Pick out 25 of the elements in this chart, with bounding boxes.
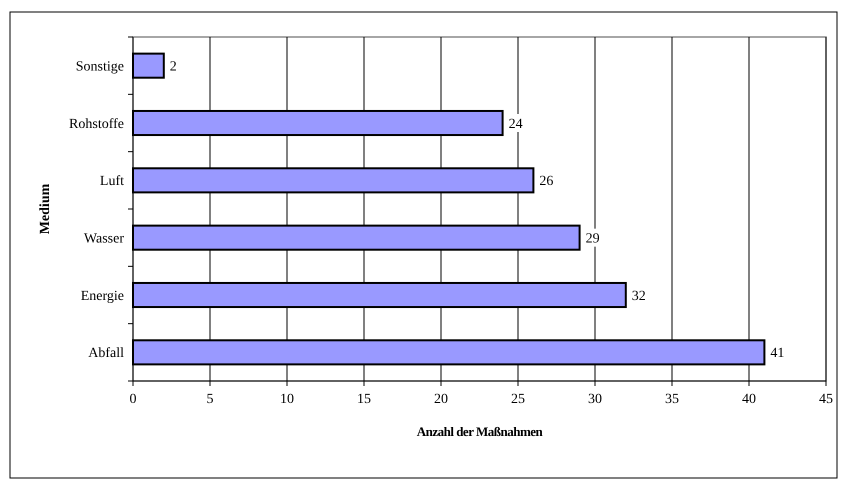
data-label: 24: [508, 116, 523, 132]
x-tick-label: 20: [434, 392, 448, 407]
y-tick-label: Energie: [80, 288, 124, 304]
x-tick-label: 0: [130, 392, 136, 407]
y-tick-label: Sonstige: [76, 60, 124, 75]
y-tick-label: Wasser: [84, 232, 124, 247]
y-tick-label: Rohstoffe: [69, 116, 124, 132]
data-label: 2: [170, 60, 177, 75]
data-label: 29: [586, 232, 600, 247]
x-tick-label: 5: [206, 392, 214, 407]
x-axis-title: Anzahl der Maßnahmen: [416, 424, 544, 439]
x-tick-label: 30: [588, 392, 602, 407]
x-tick-label: 25: [511, 392, 525, 407]
x-tick-label: 10: [280, 392, 294, 407]
y-tick-label: Luft: [100, 174, 124, 190]
x-tick-label: 15: [357, 392, 371, 407]
data-label: 26: [539, 174, 554, 190]
x-tick-label: 35: [665, 392, 679, 407]
x-tick-label: 45: [819, 392, 833, 407]
y-axis-title: Medium: [38, 183, 53, 234]
data-label: 41: [770, 346, 784, 362]
bar: [132, 52, 165, 79]
y-tick-label: Abfall: [88, 346, 124, 362]
x-tick-label: 40: [742, 392, 756, 407]
data-label: 32: [632, 288, 646, 304]
